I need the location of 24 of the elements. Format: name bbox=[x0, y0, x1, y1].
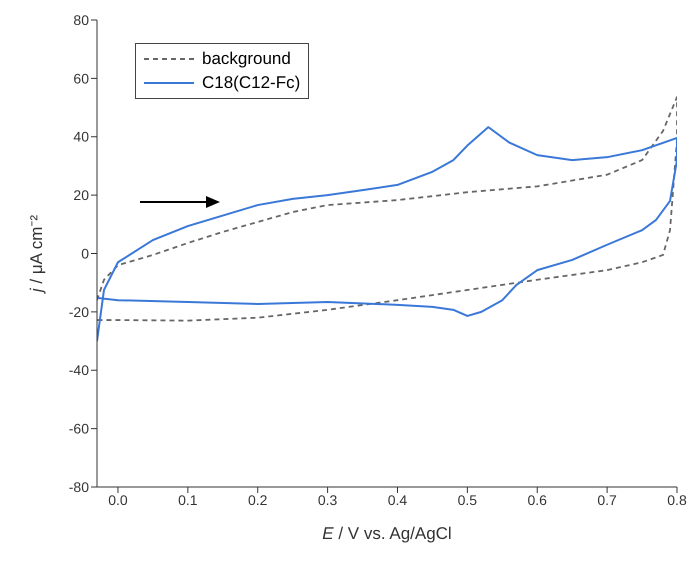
x-tick-label: 0.2 bbox=[248, 492, 268, 508]
legend-label: background bbox=[202, 49, 291, 69]
y-tick-label: -80 bbox=[68, 478, 90, 495]
line-series bbox=[97, 126, 677, 342]
x-tick-label: 0.3 bbox=[318, 492, 338, 508]
y-tick-label: -20 bbox=[68, 304, 90, 320]
x-tick-label: 0.7 bbox=[597, 492, 618, 508]
y-tick-label: 40 bbox=[73, 128, 90, 145]
y-tick-label: -40 bbox=[68, 362, 90, 378]
x-tick-label: 0.4 bbox=[388, 492, 408, 508]
y-axis-title: j / μA cm⁻² bbox=[27, 214, 46, 294]
y-tick-label: 80 bbox=[73, 12, 90, 28]
x-tick-label: 0.8 bbox=[667, 492, 687, 508]
y-tick-label: 0 bbox=[81, 245, 90, 262]
line-series bbox=[97, 96, 677, 322]
x-tick-label: 0.1 bbox=[178, 492, 198, 508]
y-tick-label: 60 bbox=[73, 70, 90, 86]
x-axis-title: E / V vs. Ag/AgCl bbox=[322, 524, 452, 543]
legend-label: C18(C12-Fc) bbox=[202, 73, 300, 93]
x-tick-label: 0.5 bbox=[458, 492, 478, 508]
y-tick-label: -60 bbox=[68, 420, 90, 437]
x-tick-label: 0.6 bbox=[528, 492, 548, 508]
y-tick-label: 20 bbox=[73, 187, 90, 204]
x-tick-label: 0.0 bbox=[108, 492, 128, 508]
